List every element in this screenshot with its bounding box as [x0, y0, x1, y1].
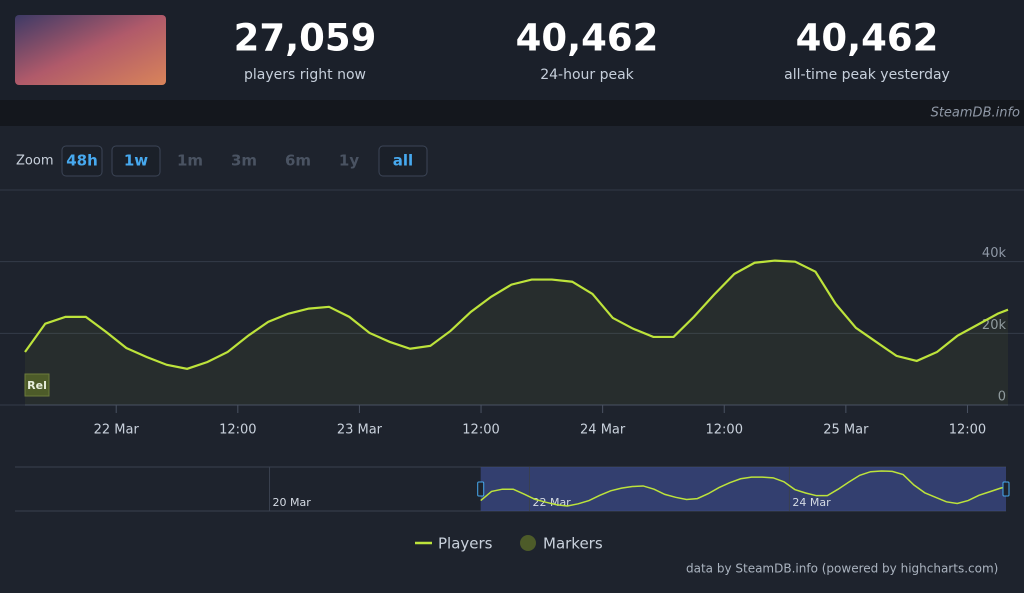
y-tick-label: 40k: [982, 246, 1007, 261]
zoom-button-label: 1y: [339, 152, 359, 170]
navigator-tick-label: 20 Mar: [273, 496, 312, 509]
navigator-handle[interactable]: [1002, 481, 1010, 497]
stat-label: 24-hour peak: [540, 67, 634, 83]
series-line: [24, 259, 1009, 370]
watermark-bar: [0, 100, 1024, 126]
x-tick-label: 24 Mar: [580, 423, 626, 438]
marker-label: Rel: [27, 379, 47, 392]
navigator-line: [480, 470, 1007, 507]
area-fill: [25, 260, 1008, 405]
x-tick-label: 12:00: [706, 423, 743, 438]
zoom-label: Zoom: [16, 154, 53, 169]
x-tick-label: 23 Mar: [337, 423, 383, 438]
navigator-tick-label: 24 Mar: [792, 496, 831, 509]
legend-label[interactable]: Markers: [543, 535, 603, 553]
x-tick-label: 25 Mar: [823, 423, 869, 438]
stat-label: players right now: [244, 67, 366, 83]
header: [0, 0, 1024, 100]
x-tick-label: 12:00: [219, 423, 256, 438]
zoom-button[interactable]: [61, 145, 103, 177]
x-tick-label: 12:00: [949, 423, 986, 438]
stat-value: 40,462: [796, 17, 939, 60]
watermark: SteamDB.info: [931, 106, 1020, 121]
navigator-handle[interactable]: [477, 481, 485, 497]
zoom-button-label: 1m: [177, 152, 203, 170]
y-tick-label: 0: [998, 390, 1006, 405]
stat-label: all-time peak yesterday: [784, 67, 950, 83]
zoom-button-label[interactable]: all: [393, 152, 413, 170]
zoom-button-label: 6m: [285, 152, 311, 170]
navigator-tick-label: 22 Mar: [532, 496, 571, 509]
legend-label[interactable]: Players: [438, 535, 493, 553]
x-tick-label: 22 Mar: [94, 423, 140, 438]
zoom-button-label: 3m: [231, 152, 257, 170]
legend-marker: [520, 535, 536, 551]
zoom-button[interactable]: [111, 145, 161, 177]
stat-value: 40,462: [516, 17, 659, 60]
game-thumbnail: [15, 15, 166, 85]
zoom-button-label[interactable]: 48h: [66, 152, 98, 170]
zoom-button[interactable]: [378, 145, 428, 177]
zoom-button-label[interactable]: 1w: [124, 152, 148, 170]
y-tick-label: 20k: [982, 318, 1007, 333]
stat-value: 27,059: [234, 17, 377, 60]
credits: data by SteamDB.info (powered by highcha…: [686, 562, 998, 576]
x-tick-label: 12:00: [462, 423, 499, 438]
marker-flag: [24, 373, 50, 397]
